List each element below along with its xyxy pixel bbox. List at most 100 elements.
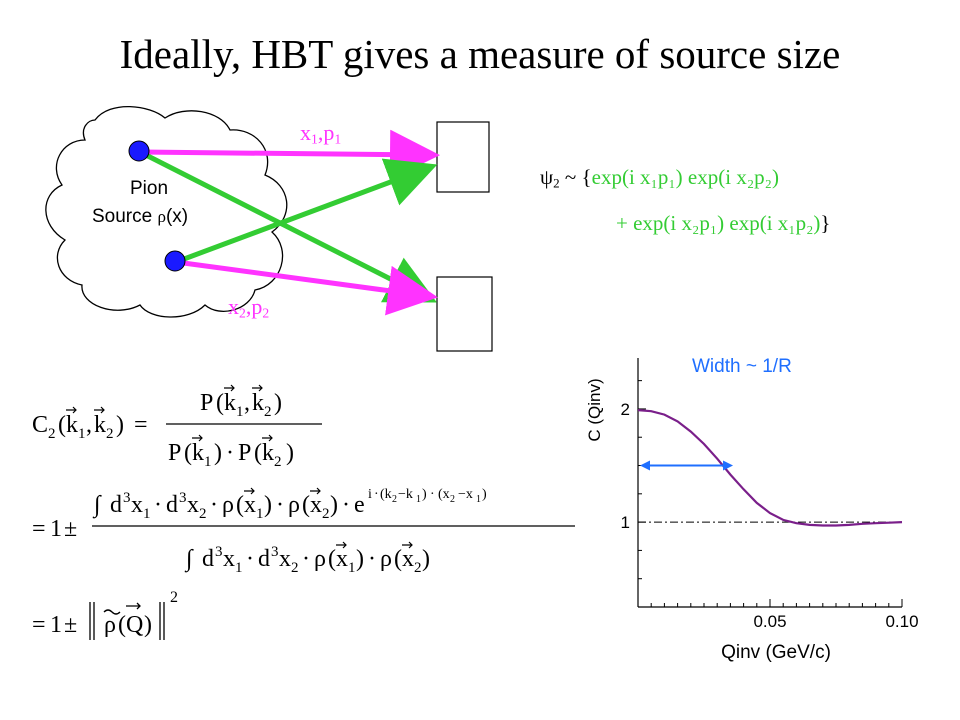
- slide-title: Ideally, HBT gives a measure of source s…: [119, 31, 841, 77]
- svg-text:3: 3: [123, 490, 131, 506]
- svg-text:(: (: [302, 492, 310, 518]
- f1-C: C: [32, 412, 48, 438]
- chart-y-axis-label: C (Qinv): [585, 378, 604, 441]
- svg-text:k: k: [94, 412, 106, 438]
- svg-text:1: 1: [348, 560, 356, 576]
- svg-text:(: (: [394, 546, 402, 572]
- svg-text:1: 1: [78, 426, 86, 442]
- svg-text:±: ±: [64, 612, 77, 638]
- svg-text:·: ·: [154, 492, 162, 518]
- svg-text:1: 1: [50, 516, 62, 542]
- svg-text:∫: ∫: [184, 546, 194, 573]
- chart-y-tick-label: 2: [621, 400, 630, 419]
- svg-text:1: 1: [143, 506, 151, 522]
- svg-text:,: ,: [244, 390, 250, 416]
- svg-text:·: ·: [302, 546, 310, 572]
- svg-text:d: d: [202, 546, 214, 572]
- arrow-p2-to-top: [175, 158, 438, 265]
- svg-text:d: d: [110, 492, 122, 518]
- svg-text:2: 2: [106, 426, 114, 442]
- svg-text:Q: Q: [126, 612, 143, 638]
- svg-text:·: ·: [374, 487, 379, 502]
- chart-series-line: [637, 409, 903, 527]
- svg-text:2: 2: [414, 560, 422, 576]
- svg-text:=: =: [32, 612, 46, 638]
- arrow-p1-to-top: [139, 129, 440, 180]
- svg-text:2: 2: [450, 494, 455, 505]
- svg-text:(: (: [118, 612, 126, 638]
- svg-text:2: 2: [199, 506, 207, 522]
- svg-text:P: P: [200, 390, 213, 416]
- source-cloud: [45, 105, 288, 318]
- svg-text:i: i: [368, 487, 372, 502]
- svg-text:ρ: ρ: [314, 546, 326, 572]
- wave-term-1: exp(i x₁p₁) exp(i x₂p₂): [591, 165, 779, 189]
- chart-y-tick-label: 1: [621, 513, 630, 532]
- source-label: Source ρ(x): [92, 206, 188, 228]
- svg-text:x: x: [279, 546, 291, 572]
- svg-text:2: 2: [274, 454, 282, 470]
- svg-text:d: d: [166, 492, 178, 518]
- svg-text:·: ·: [276, 492, 284, 518]
- plus-sign: +: [616, 211, 628, 235]
- svg-text:(x: (x: [438, 487, 450, 502]
- svg-text:d: d: [258, 546, 270, 572]
- svg-text:x: x: [402, 546, 414, 572]
- svg-text:x: x: [187, 492, 199, 518]
- svg-text:x: x: [310, 492, 322, 518]
- svg-text:): ): [144, 612, 152, 638]
- chart-x-tick-label: 0.05: [753, 612, 786, 631]
- svg-text:ρ: ρ: [222, 492, 234, 518]
- svg-text:1: 1: [256, 506, 264, 522]
- svg-text:=: =: [134, 412, 148, 438]
- svg-text:k: k: [192, 440, 204, 466]
- svg-text:e: e: [354, 492, 365, 518]
- svg-text:x: x: [336, 546, 348, 572]
- chart-width-arrow-right-head: [723, 460, 734, 471]
- svg-text:2: 2: [291, 560, 299, 576]
- open-brace: {: [581, 165, 592, 189]
- svg-text:(: (: [236, 492, 244, 518]
- svg-text:): ): [286, 440, 294, 466]
- svg-text:k: k: [224, 390, 236, 416]
- svg-text:1: 1: [50, 612, 62, 638]
- tilde: ~: [564, 165, 577, 189]
- svg-text:±: ±: [64, 516, 77, 542]
- pion-2-dot: [164, 250, 186, 272]
- chart-x-axis-label: Qinv (GeV/c): [721, 642, 831, 663]
- svg-text:): ): [356, 546, 364, 572]
- svg-text:): ): [482, 487, 487, 502]
- svg-text:·: ·: [342, 492, 350, 518]
- svg-text:(: (: [328, 546, 336, 572]
- svg-text:x: x: [244, 492, 256, 518]
- svg-text:x: x: [223, 546, 235, 572]
- svg-text:): ): [116, 412, 124, 438]
- svg-text:P: P: [238, 440, 251, 466]
- svg-text:1: 1: [235, 560, 243, 576]
- chart-axes: 0.05 0.10 1 2: [621, 358, 919, 631]
- detector-bottom: [436, 276, 493, 352]
- svg-text:ρ: ρ: [104, 612, 116, 638]
- svg-text:k: k: [252, 390, 264, 416]
- psi-symbol: ψ: [540, 165, 554, 189]
- source-word: Source: [92, 206, 153, 227]
- particle-1-label: x1,p1: [300, 120, 342, 147]
- svg-text:3: 3: [215, 544, 223, 560]
- chart-width-arrow: [640, 460, 734, 471]
- svg-text:1: 1: [236, 404, 244, 420]
- svg-text:(: (: [254, 440, 262, 466]
- svg-text:·: ·: [430, 487, 435, 502]
- svg-text:(: (: [184, 440, 192, 466]
- density-arg: (x): [165, 206, 189, 227]
- svg-text:): ): [274, 390, 282, 416]
- svg-text:P: P: [168, 440, 181, 466]
- pion-1-dot: [128, 140, 150, 162]
- svg-text:(: (: [216, 390, 224, 416]
- formula-fourier-transform: = 1 ± ρ ( Q ) 2: [32, 589, 178, 640]
- svg-text:ρ: ρ: [380, 546, 392, 572]
- svg-text:1: 1: [204, 454, 212, 470]
- svg-text:3: 3: [179, 490, 187, 506]
- arrow-p2-to-bottom: [175, 259, 438, 316]
- svg-text:,: ,: [86, 412, 92, 438]
